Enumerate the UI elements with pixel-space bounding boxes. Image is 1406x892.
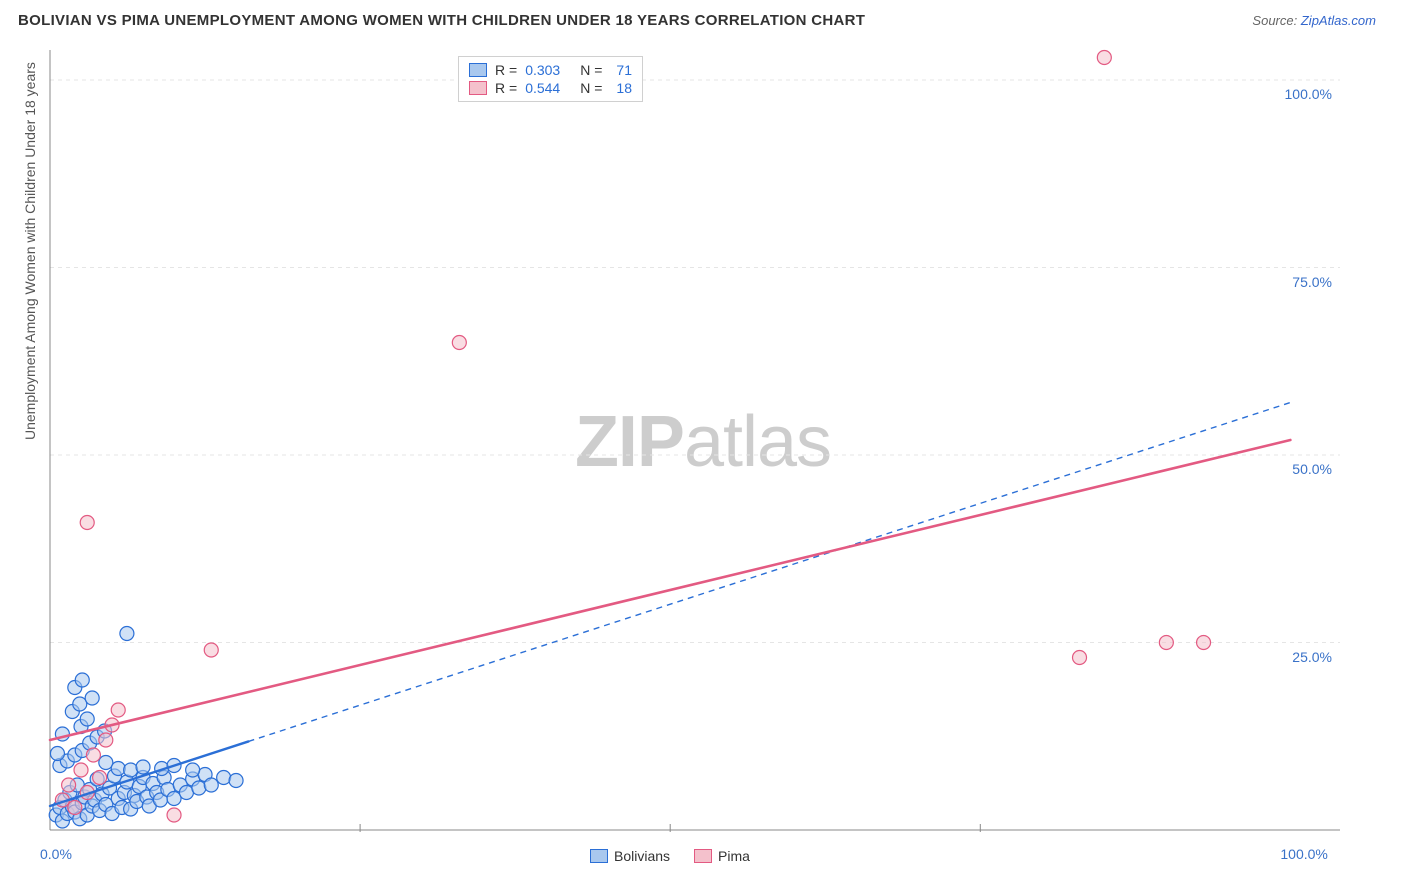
scatter-plot — [0, 0, 1406, 892]
y-tick-label: 25.0% — [1292, 649, 1332, 665]
legend-series-label: Bolivians — [614, 848, 670, 864]
legend-series-item: Bolivians — [590, 848, 670, 864]
legend-swatch-icon — [469, 81, 487, 95]
legend-series-item: Pima — [694, 848, 750, 864]
legend-correlation-row: R =0.303 N =71 — [469, 61, 632, 79]
legend-swatch-icon — [590, 849, 608, 863]
legend-correlation: R =0.303 N =71R =0.544 N =18 — [458, 56, 643, 102]
y-tick-label: 75.0% — [1292, 274, 1332, 290]
y-tick-label: 100.0% — [1285, 86, 1332, 102]
legend-series: Bolivians Pima — [590, 848, 750, 864]
legend-swatch-icon — [469, 63, 487, 77]
x-tick-label: 0.0% — [40, 846, 72, 862]
legend-swatch-icon — [694, 849, 712, 863]
y-tick-label: 50.0% — [1292, 461, 1332, 477]
x-tick-label: 100.0% — [1280, 846, 1327, 862]
legend-correlation-row: R =0.544 N =18 — [469, 79, 632, 97]
legend-series-label: Pima — [718, 848, 750, 864]
